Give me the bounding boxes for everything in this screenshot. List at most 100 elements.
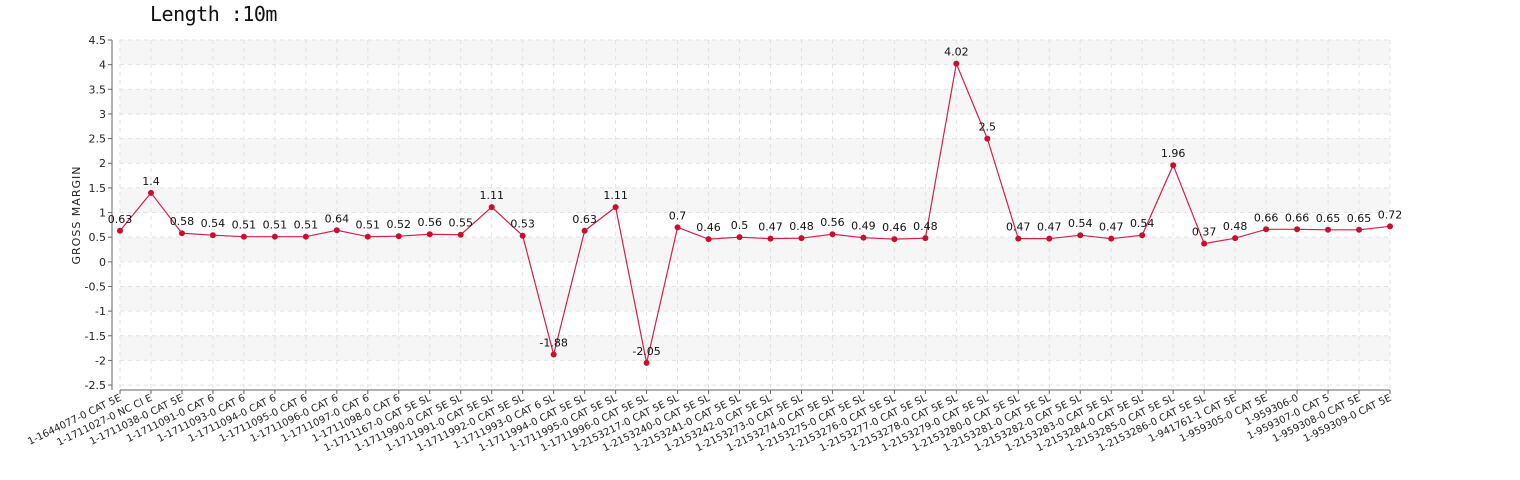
- y-tick-label: 4: [99, 59, 106, 72]
- y-tick-label: 3: [99, 108, 106, 121]
- background-band: [120, 89, 1390, 114]
- data-point: [1387, 223, 1393, 230]
- data-label: 1.96: [1161, 147, 1186, 160]
- data-label: 0.7: [669, 209, 687, 222]
- data-point: [1170, 162, 1177, 169]
- y-tick-label: -2: [95, 354, 106, 367]
- data-label: 0.63: [108, 213, 133, 226]
- data-label: 0.48: [913, 220, 938, 233]
- data-label: -2.05: [632, 345, 660, 358]
- data-point: [922, 235, 929, 242]
- data-point: [240, 233, 247, 240]
- data-point: [1139, 232, 1146, 239]
- grid-lines: [119, 39, 1391, 390]
- data-point: [395, 233, 402, 240]
- data-point: [1356, 226, 1363, 233]
- data-point: [302, 233, 309, 240]
- data-point: [891, 236, 898, 243]
- data-label: 0.48: [1223, 220, 1248, 233]
- background-band: [120, 138, 1390, 164]
- y-axis-title: GROSS MARGIN: [70, 166, 83, 265]
- y-tick-label: 4.5: [89, 34, 107, 47]
- data-point: [984, 135, 991, 142]
- data-label: 0.46: [696, 221, 721, 234]
- y-tick-label: -1.5: [85, 330, 106, 343]
- data-label: 1.11: [479, 189, 504, 202]
- background-band: [120, 187, 1390, 213]
- data-label: 0.51: [294, 219, 319, 232]
- data-label: 1.11: [603, 189, 628, 202]
- data-label: 0.55: [448, 217, 473, 230]
- y-tick-label: 2: [99, 157, 106, 170]
- data-label: 0.65: [1347, 212, 1372, 225]
- data-point: [550, 351, 557, 358]
- background-bands: [120, 40, 1390, 361]
- data-point: [1294, 226, 1301, 233]
- background-band: [120, 335, 1390, 361]
- data-point: [1325, 226, 1332, 233]
- data-point: [117, 227, 123, 234]
- data-point: [209, 232, 216, 239]
- data-label: 0.56: [418, 216, 443, 229]
- data-label: 0.37: [1192, 226, 1217, 239]
- y-tick-label: 0: [99, 256, 106, 269]
- data-label: 0.51: [232, 219, 257, 232]
- data-label: 1.4: [142, 175, 160, 188]
- data-point: [1046, 235, 1053, 242]
- data-label: 0.58: [170, 215, 195, 228]
- data-label: 0.72: [1378, 208, 1403, 221]
- data-label: 0.52: [387, 218, 412, 231]
- data-point: [612, 204, 619, 211]
- data-point: [829, 231, 836, 238]
- data-point: [147, 189, 154, 196]
- data-label: 4.02: [944, 46, 969, 59]
- axes: [111, 40, 1390, 391]
- data-label: 0.5: [731, 219, 749, 232]
- data-point: [736, 234, 743, 241]
- y-tick-label: 3.5: [89, 83, 107, 96]
- data-label: 0.47: [1037, 221, 1062, 234]
- data-point: [953, 60, 960, 67]
- data-label: -1.88: [539, 337, 567, 350]
- data-point: [271, 233, 278, 240]
- data-label: 0.47: [758, 221, 783, 234]
- data-point: [364, 233, 371, 240]
- data-point: [1015, 235, 1022, 242]
- data-point: [1201, 240, 1208, 247]
- data-labels: 0.63 1.4 0.58 0.54 0.51 0.51 0.51 0.64 0.51 0.52 0…: [108, 46, 1403, 358]
- chart-title: Length :10m: [150, 2, 277, 26]
- background-band: [120, 237, 1390, 262]
- data-label: 0.49: [851, 220, 876, 233]
- y-tick-label: 1.5: [89, 182, 107, 195]
- y-axis-ticks: -2.5 -2 -1.5 -1 -0.5 0 0.5 1 1.5 2 2.5 3 3.5 4 4.5: [85, 34, 112, 392]
- data-point: [333, 227, 340, 234]
- data-point: [488, 204, 495, 211]
- data-point: [860, 234, 867, 241]
- data-label: 0.51: [263, 219, 288, 232]
- data-label: 0.53: [510, 218, 535, 231]
- data-label: 2.5: [979, 121, 997, 134]
- series-line: [119, 61, 1391, 364]
- data-point: [767, 235, 774, 242]
- series-polyline: [119, 61, 1391, 364]
- data-label: 0.47: [1099, 221, 1124, 234]
- data-point: [457, 231, 464, 238]
- data-label: 0.46: [882, 221, 907, 234]
- data-label: 0.66: [1285, 211, 1310, 224]
- background-band: [120, 40, 1390, 65]
- data-point: [1263, 226, 1270, 233]
- data-point: [581, 227, 588, 234]
- data-points: [117, 60, 1393, 366]
- data-label: 0.66: [1254, 211, 1279, 224]
- data-point: [178, 230, 185, 237]
- data-label: 0.54: [201, 217, 226, 230]
- data-point: [1108, 235, 1115, 242]
- data-label: 0.65: [1316, 212, 1341, 225]
- background-band: [120, 286, 1390, 312]
- y-tick-label: -0.5: [85, 280, 106, 293]
- data-label: 0.56: [820, 216, 845, 229]
- data-point: [643, 359, 650, 366]
- data-point: [426, 231, 433, 238]
- data-label: 0.54: [1130, 217, 1155, 230]
